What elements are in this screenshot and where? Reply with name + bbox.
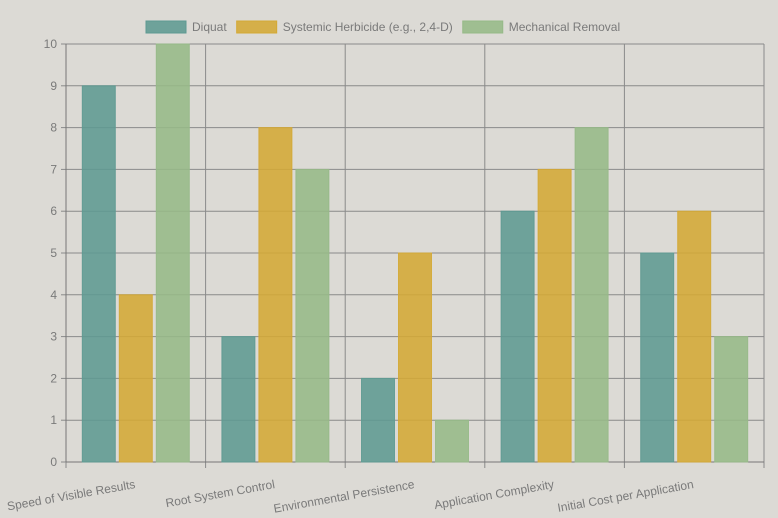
x-tick-label: Speed of Visible Results: [6, 477, 136, 513]
bar-systemic-herbicide-e-g-2-4-d-: [677, 210, 712, 463]
bar-diquat: [361, 377, 395, 463]
x-tick-label: Application Complexity: [433, 477, 555, 512]
bar-mechanical-removal: [714, 336, 749, 463]
x-tick-label: Root System Control: [164, 477, 275, 510]
x-tick-label: Initial Cost per Application: [556, 477, 694, 515]
y-tick-label: 2: [50, 371, 57, 385]
y-tick-label: 1: [50, 413, 57, 427]
bar-systemic-herbicide-e-g-2-4-d-: [118, 294, 153, 463]
bar-diquat: [500, 210, 535, 463]
x-tick-label: Environmental Persistence: [273, 477, 416, 516]
bar-mechanical-removal: [435, 419, 469, 463]
y-tick-label: 8: [50, 121, 57, 135]
bar-diquat: [640, 252, 675, 463]
legend-label: Diquat: [192, 20, 227, 34]
y-tick-label: 10: [44, 37, 58, 51]
bar-systemic-herbicide-e-g-2-4-d-: [537, 168, 572, 463]
legend-swatch: [145, 20, 187, 34]
legend-item: Systemic Herbicide (e.g., 2,4-D): [236, 20, 453, 34]
y-tick-label: 0: [50, 455, 57, 469]
bar-diquat: [81, 85, 116, 463]
bar-mechanical-removal: [295, 168, 330, 463]
legend-item: Diquat: [145, 20, 227, 34]
y-tick-label: 3: [50, 330, 57, 344]
y-tick-label: 4: [50, 288, 57, 302]
bar-systemic-herbicide-e-g-2-4-d-: [398, 252, 432, 463]
bar-systemic-herbicide-e-g-2-4-d-: [258, 127, 293, 463]
y-tick-label: 7: [50, 162, 57, 176]
bar-mechanical-removal: [574, 127, 609, 463]
bar-diquat: [221, 336, 256, 463]
legend: Diquat Systemic Herbicide (e.g., 2,4-D) Me…: [145, 20, 620, 34]
legend-item: Mechanical Removal: [462, 20, 620, 34]
y-tick-label: 5: [50, 246, 57, 260]
legend-label: Systemic Herbicide (e.g., 2,4-D): [283, 20, 453, 34]
y-tick-label: 9: [50, 79, 57, 93]
bar-mechanical-removal: [155, 43, 190, 463]
legend-swatch: [462, 20, 504, 34]
legend-label: Mechanical Removal: [509, 20, 620, 34]
legend-swatch: [236, 20, 278, 34]
y-tick-label: 6: [50, 204, 57, 218]
